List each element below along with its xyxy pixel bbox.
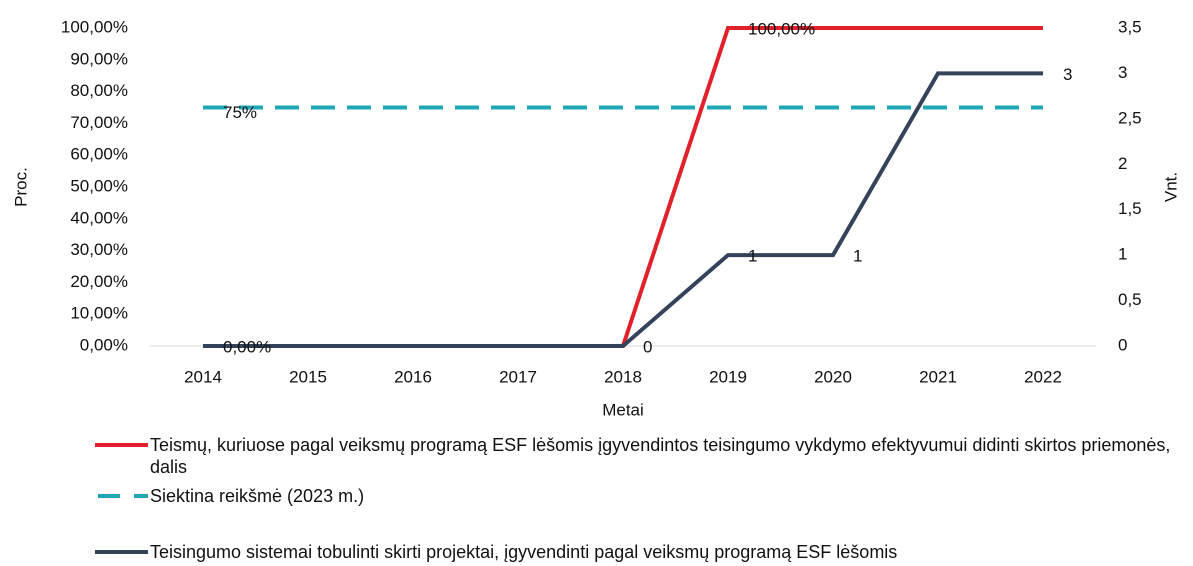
y2-tick-label: 0,5 [1118, 290, 1142, 309]
y-tick-label: 40,00% [70, 208, 128, 227]
legend-label: Teismų, kuriuose pagal veiksmų programą … [150, 435, 1171, 477]
x-tick-label: 2015 [289, 367, 327, 386]
data-label: 0,00% [223, 337, 271, 356]
y2-tick-label: 3,5 [1118, 17, 1142, 36]
x-tick-label: 2021 [919, 367, 957, 386]
x-tick-label: 2014 [184, 367, 222, 386]
y2-axis-title: Vnt. [1161, 172, 1180, 202]
y-tick-label: 90,00% [70, 49, 128, 68]
y2-tick-label: 2,5 [1118, 108, 1142, 127]
data-label: 75% [223, 103, 257, 122]
x-tick-label: 2018 [604, 367, 642, 386]
x-tick-label: 2017 [499, 367, 537, 386]
x-tick-label: 2016 [394, 367, 432, 386]
y2-tick-label: 1,5 [1118, 199, 1142, 218]
y2-tick-label: 3 [1118, 63, 1127, 82]
y-tick-label: 10,00% [70, 304, 128, 323]
legend-label: Siektina reikšmė (2023 m.) [150, 486, 365, 506]
y-tick-label: 60,00% [70, 145, 128, 164]
legend-label: Teisingumo sistemai tobulinti skirti pro… [150, 542, 898, 562]
y-tick-label: 20,00% [70, 272, 128, 291]
y-tick-label: 70,00% [70, 113, 128, 132]
y-tick-label: 80,00% [70, 81, 128, 100]
series-line [203, 71, 1043, 348]
x-tick-label: 2022 [1024, 367, 1062, 386]
y-tick-label: 30,00% [70, 240, 128, 259]
series-line [203, 26, 1043, 348]
data-label: 1 [853, 247, 862, 266]
x-tick-label: 2020 [814, 367, 852, 386]
data-label: 100,00% [748, 19, 815, 38]
data-label: 1 [748, 247, 757, 266]
data-label: 3 [1063, 65, 1072, 84]
y-tick-label: 100,00% [61, 17, 128, 36]
y-tick-label: 50,00% [70, 176, 128, 195]
y2-tick-label: 1 [1118, 245, 1127, 264]
x-axis-title: Metai [602, 400, 644, 419]
y2-tick-label: 0 [1118, 335, 1127, 354]
y2-tick-label: 2 [1118, 154, 1127, 173]
y-tick-label: 0,00% [80, 335, 128, 354]
y-axis-title: Proc. [11, 167, 30, 207]
data-label: 0 [643, 337, 652, 356]
x-tick-label: 2019 [709, 367, 747, 386]
